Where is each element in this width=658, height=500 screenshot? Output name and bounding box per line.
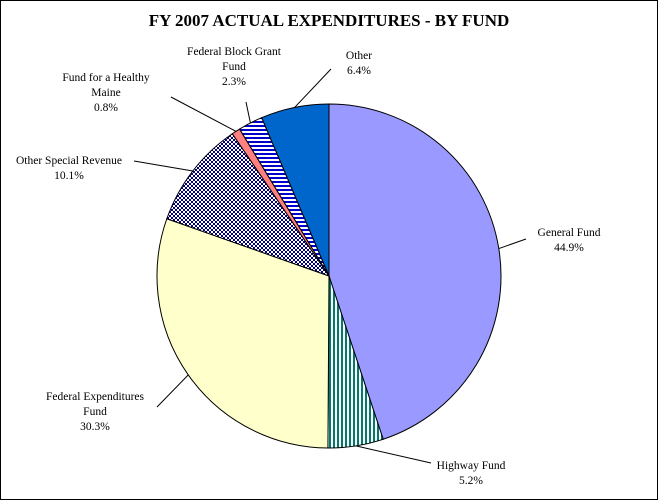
leader-line [170,96,237,132]
slice-label: Federal Expenditures Fund 30.3% [46,391,145,433]
leader-line [133,160,193,172]
pie-slice-other [261,103,330,277]
leader-line [245,101,251,124]
pie-slice-other-special-revenue [166,133,331,277]
pie-slice-general-fund [328,103,502,440]
slice-label: Other 6.4% [346,50,372,77]
slice-labels: General Fund 44.9% Highway Fund 5.2% Federal… [16,46,601,487]
leader-line [355,445,432,464]
leader-line [294,68,332,108]
slice-label: Federal Block Grant Fund 2.3% [187,46,282,88]
leader-line [498,238,527,250]
slice-label: Other Special Revenue 10.1% [16,155,122,182]
pie-slices [156,103,502,449]
slice-label: General Fund 44.9% [538,227,601,254]
slice-label: Highway Fund 5.2% [437,460,506,487]
leader-lines [133,68,527,464]
chart-title: FY 2007 ACTUAL EXPENDITURES - BY FUND [148,11,510,30]
slice-label: Fund for a Healthy Maine 0.8% [62,72,149,114]
leader-line [156,374,189,408]
